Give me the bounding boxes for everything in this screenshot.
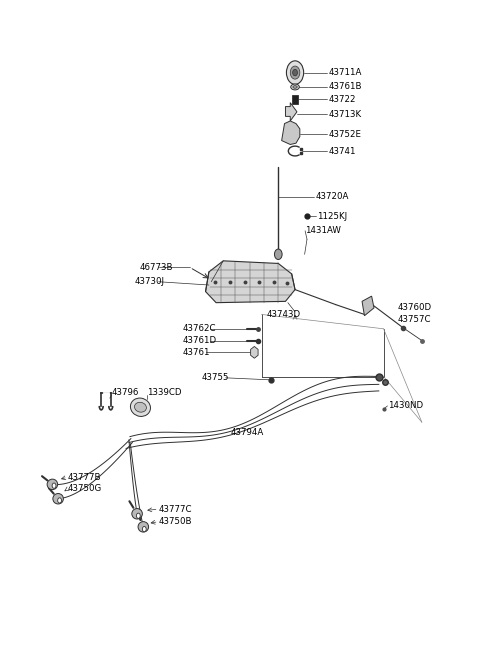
Ellipse shape <box>58 498 61 503</box>
Text: 43794A: 43794A <box>230 428 264 437</box>
Polygon shape <box>282 121 300 145</box>
Ellipse shape <box>291 84 300 90</box>
Text: 1125KJ: 1125KJ <box>317 212 347 221</box>
Circle shape <box>290 66 300 79</box>
Ellipse shape <box>143 527 146 532</box>
Text: 43762C: 43762C <box>182 324 216 333</box>
Circle shape <box>293 69 298 76</box>
Text: 46773B: 46773B <box>140 263 173 272</box>
Ellipse shape <box>53 493 63 504</box>
Ellipse shape <box>132 508 143 519</box>
Ellipse shape <box>138 521 149 532</box>
Text: 43750B: 43750B <box>158 517 192 526</box>
Ellipse shape <box>293 86 297 88</box>
Polygon shape <box>286 103 297 121</box>
Text: 43761D: 43761D <box>182 336 216 345</box>
Text: 43743D: 43743D <box>266 310 300 319</box>
Ellipse shape <box>134 402 146 412</box>
Text: 43750G: 43750G <box>68 485 102 493</box>
Polygon shape <box>362 296 374 316</box>
Text: 43713K: 43713K <box>329 110 362 119</box>
Ellipse shape <box>47 479 58 489</box>
Text: 1339CD: 1339CD <box>147 388 181 398</box>
Text: 43720A: 43720A <box>316 193 349 201</box>
Text: 43722: 43722 <box>329 95 357 104</box>
Text: 43711A: 43711A <box>329 68 362 77</box>
Ellipse shape <box>52 483 56 488</box>
Text: 43730J: 43730J <box>135 277 165 286</box>
Bar <box>292 95 299 104</box>
Text: 43761: 43761 <box>182 348 210 357</box>
Text: 43777C: 43777C <box>158 505 192 514</box>
Text: 1431AW: 1431AW <box>305 226 341 235</box>
Ellipse shape <box>136 513 140 518</box>
Circle shape <box>287 61 304 84</box>
Text: 43752E: 43752E <box>329 130 362 138</box>
Ellipse shape <box>131 398 150 417</box>
Polygon shape <box>205 261 295 303</box>
Text: 43741: 43741 <box>329 147 357 155</box>
Text: 43796: 43796 <box>112 388 139 398</box>
Circle shape <box>275 249 282 259</box>
Text: 43755: 43755 <box>202 373 229 383</box>
Text: 43760D: 43760D <box>398 303 432 312</box>
Text: 1430ND: 1430ND <box>388 402 423 411</box>
Text: 43761B: 43761B <box>329 83 362 92</box>
Text: 43757C: 43757C <box>398 315 432 324</box>
Text: 43777B: 43777B <box>68 473 101 481</box>
